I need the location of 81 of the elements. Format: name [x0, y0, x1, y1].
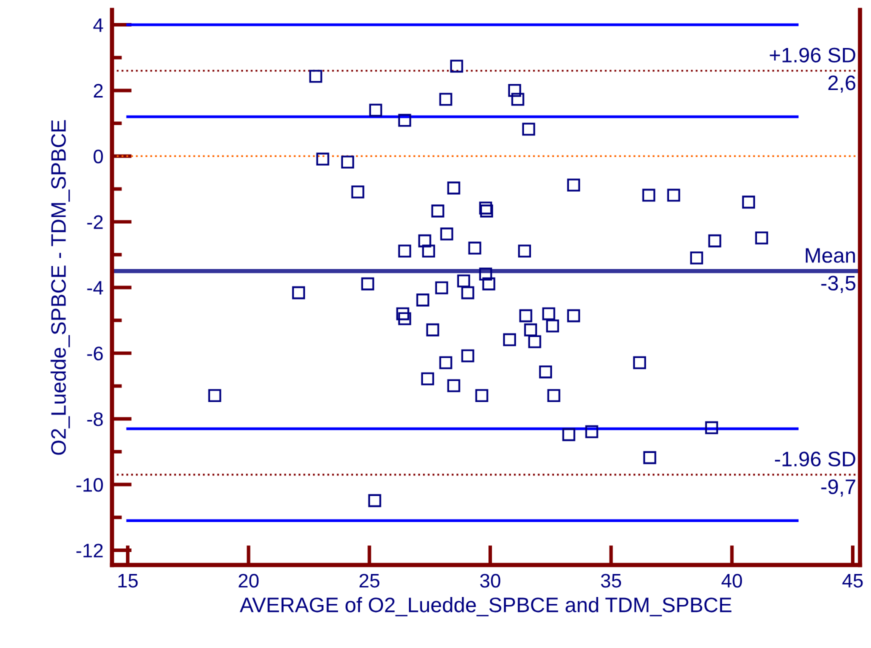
point [547, 389, 560, 402]
point [426, 323, 440, 336]
ref-line-label: Mean -3,5 [806, 248, 856, 293]
point [522, 122, 536, 136]
y-tick-label: 2 [94, 84, 103, 98]
point [503, 333, 516, 346]
point [440, 228, 454, 240]
y-tick-label: -2 [87, 215, 103, 229]
point [508, 84, 522, 97]
point [361, 277, 374, 290]
y-tick-label: -6 [87, 346, 103, 360]
point [418, 234, 432, 248]
point [450, 60, 464, 73]
point [708, 234, 722, 248]
point [518, 244, 532, 258]
point [461, 349, 474, 362]
point [567, 309, 580, 322]
point [447, 182, 460, 194]
point [742, 196, 756, 209]
point [755, 231, 768, 244]
x-tick-label: 25 [360, 574, 380, 588]
y-tick-label: -4 [87, 281, 104, 295]
y-tick-label: 0 [94, 150, 103, 164]
point [369, 104, 382, 117]
point [690, 251, 704, 264]
y-tick-label: 4 [93, 18, 104, 32]
point [562, 428, 576, 442]
point [519, 309, 532, 322]
point [585, 425, 598, 438]
point [431, 204, 444, 218]
point [421, 372, 434, 386]
point [482, 277, 496, 290]
point [642, 188, 656, 202]
x-axis-title: AVERAGE of O2_Luedde_SPBCE and TDM_SPBCE [240, 597, 732, 616]
point [457, 274, 470, 288]
point [468, 242, 482, 255]
point [292, 286, 306, 300]
point [398, 244, 412, 258]
point [398, 312, 412, 326]
point [416, 294, 430, 306]
point [511, 92, 524, 106]
point [633, 356, 646, 370]
ref-line-label: +1.96 SD 2,6 [770, 48, 856, 93]
point [705, 421, 718, 434]
x-tick-label: 20 [238, 574, 259, 588]
y-tick-label: -10 [76, 478, 103, 492]
point [546, 319, 560, 332]
y-tick-label: -12 [76, 544, 103, 558]
point [341, 156, 354, 169]
x-tick-label: 35 [601, 574, 622, 588]
x-tick-label: 40 [722, 574, 742, 588]
point [567, 178, 580, 192]
x-tick-label: 45 [842, 574, 863, 588]
point [368, 494, 382, 508]
point [480, 204, 494, 218]
point [479, 268, 492, 280]
point [435, 281, 448, 294]
point [351, 185, 364, 198]
point [667, 188, 680, 202]
point [643, 451, 656, 464]
point [542, 307, 556, 320]
point [528, 335, 542, 348]
point [309, 70, 322, 83]
x-tick-label: 15 [118, 574, 138, 588]
y-axis-title: O2_Luedde_SPBCE - TDM_SPBCE [50, 120, 70, 455]
y-tick-label: -8 [87, 412, 103, 426]
point [461, 286, 474, 300]
point [475, 389, 488, 402]
point [479, 202, 492, 214]
point [208, 389, 222, 402]
point [422, 244, 436, 258]
point [398, 114, 412, 127]
point [396, 307, 410, 320]
x-tick-label: 30 [480, 574, 500, 588]
ref-line-label: -1.96 SD -9,7 [774, 452, 856, 497]
point [447, 379, 460, 392]
point [439, 92, 452, 106]
point [316, 152, 330, 166]
point [539, 365, 552, 378]
point [524, 323, 538, 336]
point [439, 356, 452, 370]
